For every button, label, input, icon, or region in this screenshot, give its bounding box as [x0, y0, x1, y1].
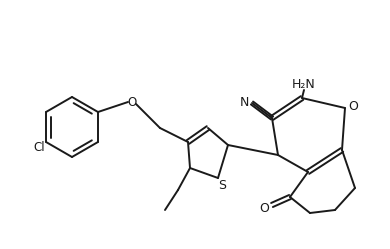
Text: O: O — [128, 96, 136, 109]
Text: H₂N: H₂N — [292, 77, 316, 90]
Text: N: N — [239, 96, 249, 109]
Text: S: S — [218, 179, 226, 191]
Text: O: O — [259, 201, 269, 214]
Text: Cl: Cl — [33, 140, 45, 153]
Text: O: O — [348, 100, 358, 113]
